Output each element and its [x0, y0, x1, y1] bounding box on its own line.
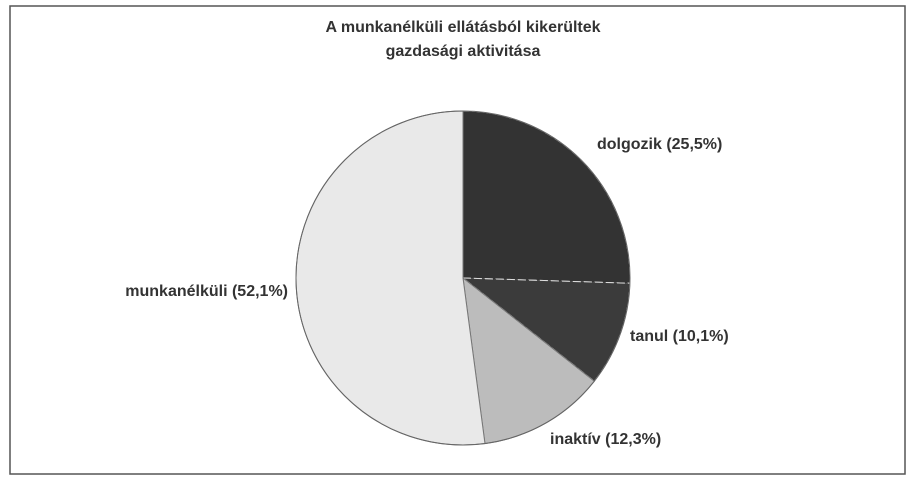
- pie-outline: [295, 110, 631, 446]
- chart-title: A munkanélküli ellátásból kikerültek: [325, 19, 600, 36]
- slice-label: dolgozik (25,5%): [597, 136, 722, 153]
- slice-label: inaktív (12,3%): [550, 431, 661, 448]
- chart-title: gazdasági aktivitása: [386, 43, 541, 60]
- slice-label: tanul (10,1%): [630, 328, 729, 345]
- slice-label: munkanélküli (52,1%): [125, 283, 288, 300]
